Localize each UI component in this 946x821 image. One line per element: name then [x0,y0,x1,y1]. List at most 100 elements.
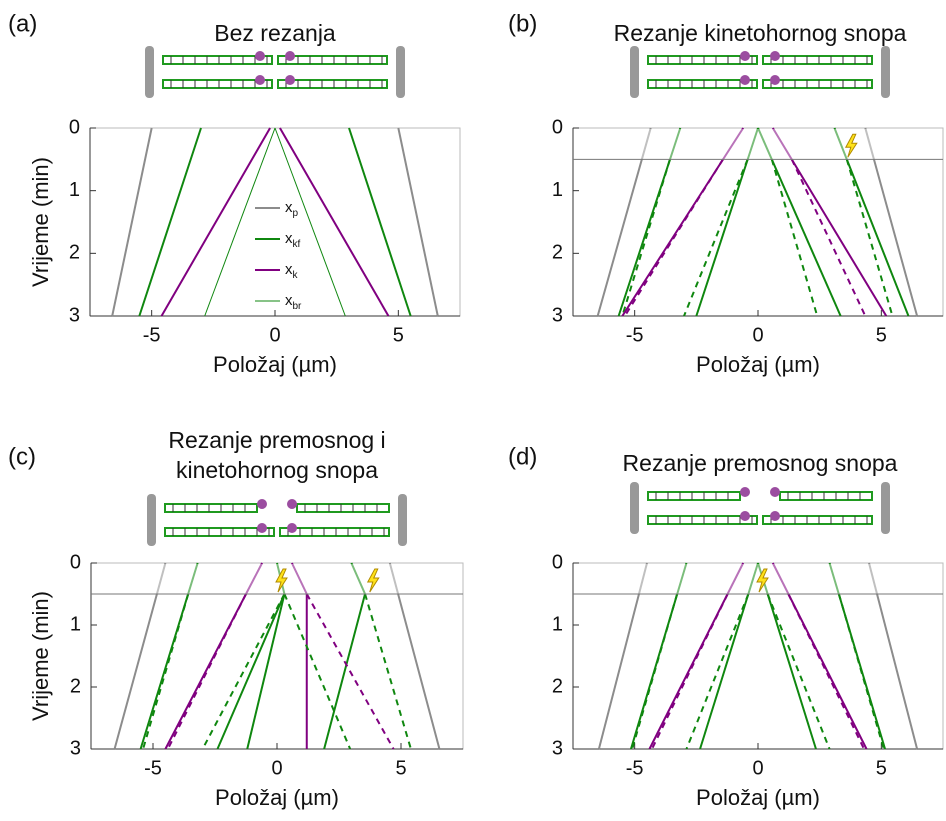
legend-name: x [285,230,293,247]
y-tick-label: 0 [552,116,563,138]
trajectory [683,158,749,317]
fiber [164,527,275,537]
legend-subscript: kf [293,239,301,250]
fiber [647,55,758,65]
fiber [647,515,758,525]
spindle-cartoon [145,46,405,98]
legend-label: xkf [285,230,301,250]
cut-marker [275,568,288,593]
trajectory [631,593,679,750]
kinetochore [770,487,780,497]
kinetochore [287,499,297,509]
pole [881,46,890,98]
legend-name: x [285,261,293,278]
pre-cut-fade [574,129,942,160]
cut-marker [756,568,769,593]
kinetochore [740,75,750,85]
trajectory [770,159,819,317]
kinetochore [285,75,295,85]
panel-title: Rezanje kinetohornog snopa [614,20,907,46]
y-axis-label: Vrijeme (min) [28,157,53,287]
trajectory [348,127,412,317]
fiber [164,503,258,513]
trajectory [279,127,390,317]
kinetochore [257,499,267,509]
y-tick-label: 3 [69,304,80,326]
panel-title: kinetohornog snopa [176,457,378,483]
trajectory [790,158,867,317]
x-tick-label: -5 [144,757,162,779]
trajectory [787,593,865,750]
fiber [762,55,873,65]
trajectory [766,593,831,750]
y-tick-label: 0 [70,551,81,573]
legend-subscript: k [293,270,299,281]
panel-label: (d) [508,443,537,470]
fiber [277,55,388,65]
kinetochore [770,75,780,85]
trajectory [364,593,412,750]
x-tick-label: 0 [271,757,282,779]
y-tick-label: 2 [70,675,81,697]
pole [630,46,639,98]
cut-marker [844,133,858,158]
trajectory [837,593,885,750]
x-tick-label: 0 [752,324,763,346]
y-tick-label: 3 [70,737,81,759]
x-axis-label: Položaj (µm) [213,352,337,377]
fiber [779,491,873,501]
y-axis-label: Vrijeme (min) [28,591,53,721]
pole [147,494,156,546]
y-tick-label: 1 [552,179,563,201]
fiber [296,503,390,513]
kinetochore [770,51,780,61]
trajectory [845,159,894,317]
pole [881,482,890,534]
legend-label: xk [285,261,299,281]
trajectory [201,593,286,750]
trajectory [305,593,395,750]
kinetochore [770,511,780,521]
x-tick-label: -5 [626,324,644,346]
fiber [762,515,873,525]
x-tick-label: 5 [876,757,887,779]
trajectory [274,127,346,317]
kinetochore [257,523,267,533]
fiber [647,79,758,89]
x-tick-label: 5 [876,324,887,346]
fiber [162,55,273,65]
trajectory [142,593,190,750]
y-tick-label: 1 [552,613,563,635]
pole [145,46,154,98]
x-tick-label: 0 [752,757,763,779]
legend-label: xbr [285,292,302,312]
kinetochore [740,487,750,497]
fiber [277,79,388,89]
fiber [279,527,390,537]
fiber [647,491,741,501]
trajectory [160,127,271,317]
pole [398,494,407,546]
x-axis-label: Položaj (µm) [215,785,339,810]
legend-label: xp [285,199,299,219]
y-tick-label: 1 [69,179,80,201]
trajectory [204,127,276,317]
y-tick-label: 2 [552,242,563,264]
spindle-cartoon [147,494,407,546]
y-tick-label: 3 [552,304,563,326]
pole [630,482,639,534]
y-tick-label: 1 [70,613,81,635]
trajectory [621,159,671,317]
y-tick-label: 2 [69,242,80,264]
trajectory [651,593,729,750]
x-axis-label: Položaj (µm) [696,785,820,810]
kinetochore [255,75,265,85]
legend-subscript: p [293,208,299,219]
y-tick-label: 2 [552,675,563,697]
kinetochore [287,523,297,533]
y-tick-label: 0 [552,551,563,573]
x-tick-label: 0 [269,324,280,346]
kinetochore [740,51,750,61]
trajectory [283,593,352,750]
trajectory [138,127,202,317]
